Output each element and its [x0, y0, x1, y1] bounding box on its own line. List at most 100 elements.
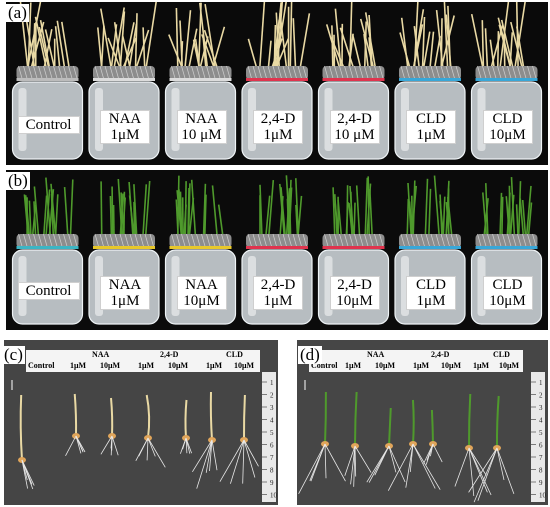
mesh-strand — [201, 65, 206, 81]
mesh-cap — [475, 66, 538, 80]
seedling-shoot — [388, 407, 392, 447]
mesh-strand — [527, 233, 532, 249]
mesh-strand — [482, 233, 487, 249]
mesh-strand — [359, 233, 364, 249]
mesh-strand — [114, 233, 120, 249]
ruler-tick-label: 10 — [270, 492, 278, 500]
mesh-strand — [129, 233, 135, 249]
jar-label-treatment: 2,4-D — [260, 277, 296, 293]
root — [366, 445, 390, 483]
jar-label-treatment: Control — [25, 283, 72, 299]
mesh-strand — [410, 65, 416, 81]
seedling — [355, 185, 361, 241]
mesh-strand — [497, 65, 502, 81]
mesh-strand — [186, 233, 191, 249]
root — [473, 447, 498, 503]
jar-label-treatment: Control — [25, 117, 72, 133]
seedling — [134, 13, 138, 73]
mesh-cap — [16, 66, 79, 80]
mesh-strand — [18, 233, 23, 249]
jar-label: NAA 1μM — [100, 110, 150, 144]
mesh-strand — [68, 65, 73, 81]
mesh-strand — [339, 65, 344, 81]
mesh-strand — [33, 233, 38, 249]
ruler-tick-label: 4 — [270, 417, 274, 425]
mesh-strand — [48, 65, 53, 81]
mesh-strand — [297, 65, 303, 81]
seedling — [273, 2, 282, 73]
jar-label: 2,4-D 10 μM — [329, 110, 380, 144]
rubber-band — [246, 78, 308, 81]
seedling — [100, 181, 103, 241]
seedling-shoot — [411, 399, 415, 445]
mesh-strand — [344, 233, 349, 249]
panel-d-cld-1um: 1μM — [473, 361, 490, 370]
root — [387, 443, 414, 491]
panel-c-cld-label: CLD — [226, 350, 243, 359]
jar-label-treatment: CLD — [492, 111, 523, 127]
mesh-strand — [58, 233, 63, 249]
mesh-strand — [527, 65, 532, 81]
jar-label: Control — [17, 282, 80, 300]
ruler — [262, 372, 276, 502]
jar-label: NAA 1μM — [100, 276, 150, 310]
jar-label-treatment: 2,4-D — [260, 111, 296, 127]
mesh-strand — [497, 233, 502, 249]
panel-c-cld-10um: 10μM — [234, 361, 255, 370]
mesh-strand — [272, 65, 278, 81]
seedling — [274, 2, 287, 73]
root — [388, 445, 406, 483]
seedling — [412, 180, 416, 241]
mesh-strand — [302, 233, 308, 249]
mesh-strand — [482, 65, 487, 81]
seedling-shoot — [184, 399, 188, 439]
mesh-cap — [169, 234, 232, 248]
root — [354, 445, 357, 477]
mesh-strand — [502, 65, 507, 81]
jar-label-treatment: 2,4-D — [337, 277, 372, 293]
mesh-cap — [16, 234, 79, 248]
root — [111, 435, 119, 456]
root — [468, 447, 487, 476]
mesh-strand — [186, 65, 191, 81]
mesh-strand — [369, 65, 374, 81]
mesh-strand — [247, 233, 253, 249]
root — [388, 445, 397, 473]
mesh-strand — [257, 65, 263, 81]
root — [468, 447, 488, 493]
mesh-strand — [405, 233, 411, 249]
mesh-cap — [246, 66, 308, 80]
seedling — [69, 179, 74, 241]
mesh-cap — [169, 66, 232, 80]
mesh-strand — [94, 233, 100, 249]
root — [230, 439, 245, 484]
root — [243, 439, 256, 478]
ruler-tick-label: 10 — [539, 492, 547, 500]
mesh-strand — [226, 65, 231, 81]
mesh-strand — [354, 233, 359, 249]
mesh-strand — [359, 65, 364, 81]
jar-label: CLD 10μM — [482, 276, 533, 310]
mesh-strand — [134, 65, 140, 81]
rubber-band — [475, 78, 538, 81]
mesh-strand — [420, 233, 426, 249]
root — [412, 443, 436, 489]
seedling — [285, 175, 291, 241]
mesh-strand — [287, 65, 293, 81]
seedling — [496, 31, 500, 73]
root — [454, 447, 470, 487]
ruler-tick-label: 8 — [270, 467, 274, 475]
ruler-tick-label: 1 — [270, 379, 274, 387]
mesh-cap — [475, 234, 538, 248]
rubber-band — [169, 78, 232, 81]
mesh-strand — [435, 233, 441, 249]
seedling — [348, 2, 353, 73]
seedling-shoot — [467, 393, 472, 449]
panel-d-seedlings-image: 1 2 3 4 5 6 7 8 9 10 — [298, 372, 547, 503]
mesh-cap — [93, 234, 155, 248]
mesh-strand — [334, 65, 339, 81]
seedling-shoot — [209, 391, 213, 441]
mesh-strand — [502, 233, 507, 249]
mesh-strand — [400, 65, 406, 81]
mesh-strand — [171, 233, 176, 249]
